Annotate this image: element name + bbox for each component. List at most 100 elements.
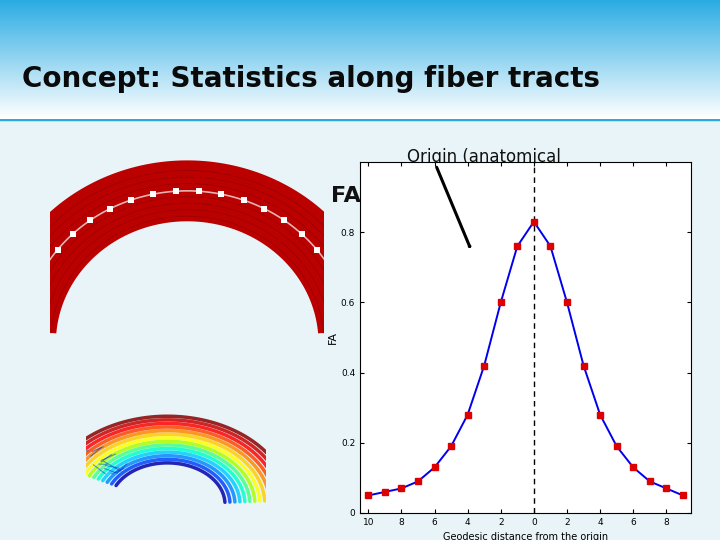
Bar (0, 63, 720, 64)
Bar (0, 20, 720, 21)
Bar (0, 68, 720, 69)
Bar (0, 86, 720, 87)
Bar (0, 104, 720, 105)
Bar (0, 24, 720, 25)
Bar (0, 61, 720, 62)
Bar (0, 96, 720, 97)
Bar (0, 82, 720, 83)
Bar (0, 83, 720, 84)
Bar (0, 35, 720, 36)
Bar (0, 110, 720, 111)
Bar (0, 84, 720, 85)
Bar (0, 76, 720, 77)
Bar (0, 9, 720, 10)
Bar (0, 117, 720, 118)
Bar (0, 108, 720, 109)
Bar (0, 109, 720, 110)
Bar (0, 57, 720, 58)
Bar (0, 31, 720, 32)
Bar (0, 0, 720, 1)
Bar (0, 94, 720, 95)
Bar (0, 39, 720, 40)
Bar (0, 45, 720, 46)
Bar (0, 80, 720, 81)
Bar (0, 103, 720, 104)
Bar (0, 18, 720, 19)
Bar (0, 91, 720, 92)
Polygon shape (0, 160, 384, 333)
Bar (0, 15, 720, 16)
Bar (0, 12, 720, 13)
Bar (0, 70, 720, 71)
Bar (0, 107, 720, 108)
Bar (0, 88, 720, 89)
Bar (0, 16, 720, 17)
X-axis label: Geodesic distance from the origin: Geodesic distance from the origin (443, 532, 608, 540)
Bar (0, 69, 720, 70)
Bar (0, 42, 720, 43)
Bar (0, 93, 720, 94)
Bar (0, 49, 720, 50)
Bar (0, 98, 720, 99)
Bar (0, 112, 720, 113)
Bar (0, 2, 720, 3)
Bar (0, 46, 720, 47)
Bar (0, 114, 720, 115)
Bar (0, 13, 720, 14)
Bar (0, 25, 720, 26)
Bar (0, 47, 720, 48)
Bar (0, 6, 720, 7)
Bar (0, 60, 720, 61)
Bar (0, 58, 720, 59)
Bar (0, 65, 720, 66)
Bar (0, 99, 720, 100)
Bar (0, 11, 720, 12)
Bar (0, 55, 720, 56)
Bar (0, 10, 720, 11)
Bar (0, 28, 720, 29)
Bar (0, 33, 720, 34)
Bar (0, 21, 720, 22)
Bar (0, 41, 720, 42)
Bar (0, 101, 720, 102)
Bar (0, 14, 720, 15)
Bar (0, 74, 720, 75)
Bar (0, 38, 720, 39)
Bar (0, 48, 720, 49)
Bar (0, 40, 720, 41)
Bar (0, 3, 720, 4)
Bar (0, 32, 720, 33)
Bar (0, 118, 720, 119)
Bar (0, 100, 720, 101)
Bar (0, 78, 720, 79)
Bar (0, 105, 720, 106)
Bar (0, 64, 720, 65)
Bar (0, 36, 720, 37)
Text: Origin (anatomical
landmark): Origin (anatomical landmark) (407, 148, 561, 188)
Y-axis label: FA: FA (328, 331, 338, 344)
Bar (0, 34, 720, 35)
Bar (0, 71, 720, 72)
Text: Concept: Statistics along fiber tracts: Concept: Statistics along fiber tracts (22, 65, 600, 93)
Bar (0, 66, 720, 67)
Bar (0, 43, 720, 44)
Bar (0, 51, 720, 52)
Bar (0, 22, 720, 23)
Bar (0, 62, 720, 63)
Bar (0, 111, 720, 112)
Bar (0, 44, 720, 45)
Bar (0, 67, 720, 68)
Bar (0, 106, 720, 107)
Bar (0, 102, 720, 103)
Bar (0, 4, 720, 5)
Bar (0, 30, 720, 31)
Bar (0, 52, 720, 53)
Bar (0, 54, 720, 55)
Bar (0, 56, 720, 57)
Bar (0, 72, 720, 73)
Bar (0, 92, 720, 93)
Bar (0, 50, 720, 51)
Bar (0, 1, 720, 2)
Bar (0, 113, 720, 114)
Bar (0, 77, 720, 78)
